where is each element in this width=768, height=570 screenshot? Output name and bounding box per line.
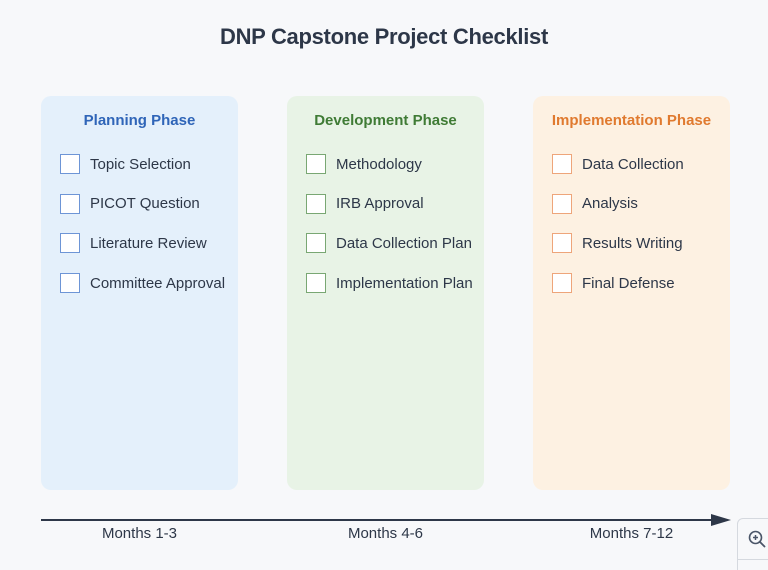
checklist-item-label: Results Writing — [582, 234, 683, 252]
checklist-item[interactable]: Implementation Plan — [306, 273, 473, 294]
checklist-item[interactable]: Methodology — [306, 154, 473, 174]
checklist-item-label: Topic Selection — [90, 155, 191, 173]
phase-card-development: Development Phase Methodology IRB Approv… — [287, 96, 484, 490]
checkbox[interactable] — [552, 233, 572, 254]
checklist-item[interactable]: IRB Approval — [306, 193, 473, 214]
checkbox[interactable] — [306, 193, 326, 214]
checklist-item-label: Implementation Plan — [336, 274, 473, 292]
checklist-item-label: Data Collection Plan — [336, 234, 472, 252]
arrow-right-icon — [711, 514, 731, 526]
phase-title: Implementation Phase — [551, 112, 712, 129]
zoom-controls — [737, 518, 768, 570]
timeline-label: Months 7-12 — [589, 525, 674, 542]
page-title: DNP Capstone Project Checklist — [219, 24, 549, 49]
checklist-item-label: Committee Approval — [90, 274, 226, 292]
checklist-item-label: IRB Approval — [336, 195, 424, 213]
checkbox[interactable] — [306, 273, 326, 294]
phase-card-implementation: Implementation Phase Data Collection Ana… — [533, 96, 730, 490]
checkbox[interactable] — [60, 273, 80, 294]
checklist-item[interactable]: Analysis — [552, 193, 684, 214]
divider — [738, 559, 768, 560]
checklist-item[interactable]: Final Defense — [552, 273, 684, 294]
checkbox[interactable] — [552, 193, 572, 214]
checkbox[interactable] — [60, 154, 80, 174]
checklist-item[interactable]: Committee Approval — [60, 273, 226, 294]
checklist-item[interactable]: Results Writing — [552, 233, 684, 254]
zoom-in-icon — [748, 530, 766, 548]
checklist-item[interactable]: Data Collection Plan — [306, 233, 473, 254]
phase-card-planning: Planning Phase Topic Selection PICOT Que… — [41, 96, 238, 490]
checkbox[interactable] — [552, 273, 572, 294]
checkbox[interactable] — [552, 154, 572, 174]
checkbox[interactable] — [60, 233, 80, 254]
timeline-label: Months 1-3 — [101, 525, 178, 542]
checklist: Data Collection Analysis Results Writing… — [552, 154, 684, 313]
checklist-item-label: Literature Review — [90, 234, 207, 252]
checklist-item[interactable]: Data Collection — [552, 154, 684, 174]
checkbox[interactable] — [60, 193, 80, 214]
checklist-item-label: Final Defense — [582, 274, 675, 292]
checkbox[interactable] — [306, 154, 326, 174]
timeline-axis — [41, 519, 713, 521]
checklist-item-label: Data Collection — [582, 155, 684, 173]
timeline-label: Months 4-6 — [347, 525, 424, 542]
checklist-item-label: Methodology — [336, 155, 422, 173]
checklist-item-label: Analysis — [582, 195, 638, 213]
phase-title: Development Phase — [314, 112, 457, 129]
checklist-item[interactable]: Topic Selection — [60, 154, 225, 174]
checkbox[interactable] — [306, 233, 326, 254]
checklist-item-label: PICOT Question — [90, 195, 200, 213]
zoom-in-button[interactable] — [747, 529, 767, 549]
checklist: Topic Selection PICOT Question Literatur… — [60, 154, 225, 313]
checklist-item[interactable]: Literature Review — [60, 233, 225, 254]
phase-title: Planning Phase — [83, 112, 196, 129]
checklist: Methodology IRB Approval Data Collection… — [306, 154, 473, 313]
checklist-item[interactable]: PICOT Question — [60, 193, 225, 214]
